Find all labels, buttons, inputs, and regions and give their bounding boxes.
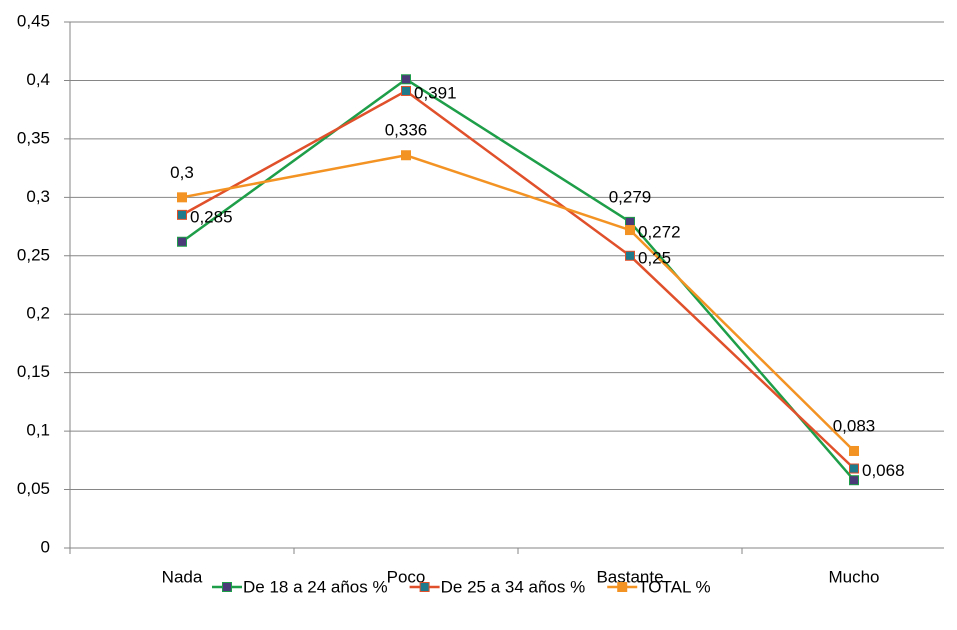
data-label: 0,272 xyxy=(638,223,681,242)
data-label: 0,391 xyxy=(414,83,457,102)
marker xyxy=(625,250,635,261)
data-label: 0,279 xyxy=(609,187,652,206)
x-tick-label: Mucho xyxy=(828,567,879,586)
y-tick-label: 0 xyxy=(41,537,50,556)
marker xyxy=(625,216,635,227)
y-tick-label: 0,4 xyxy=(26,70,50,89)
legend-marker xyxy=(419,582,430,592)
series-line xyxy=(181,77,855,482)
marker xyxy=(177,192,187,203)
legend-marker xyxy=(617,582,628,592)
marker xyxy=(401,150,411,161)
y-tick-label: 0,45 xyxy=(17,11,50,30)
marker xyxy=(401,74,411,85)
marker xyxy=(849,445,859,456)
marker xyxy=(177,236,187,247)
series-line xyxy=(181,153,855,452)
y-tick-label: 0,15 xyxy=(17,362,50,381)
marker xyxy=(849,463,859,474)
data-label: 0,068 xyxy=(862,461,905,480)
series-line xyxy=(181,89,855,470)
y-tick-label: 0,35 xyxy=(17,128,50,147)
marker xyxy=(849,475,859,486)
legend-label: TOTAL % xyxy=(638,577,710,596)
data-label: 0,285 xyxy=(190,207,233,226)
x-tick-label: Bastante xyxy=(596,567,663,586)
x-tick-label: Nada xyxy=(162,567,203,586)
y-tick-label: 0,2 xyxy=(26,304,50,323)
marker xyxy=(625,225,635,236)
y-tick-label: 0,25 xyxy=(17,245,50,264)
marker xyxy=(401,85,411,96)
data-label: 0,083 xyxy=(833,416,876,435)
legend-label: De 18 a 24 años % xyxy=(243,577,388,596)
legend-label: De 25 a 34 años % xyxy=(441,577,586,596)
y-tick-label: 0,3 xyxy=(26,187,50,206)
y-tick-label: 0,05 xyxy=(17,479,50,498)
x-tick-label: Poco xyxy=(387,567,426,586)
marker xyxy=(177,209,187,220)
legend-marker xyxy=(222,582,232,592)
data-label: 0,336 xyxy=(385,121,428,140)
y-tick-label: 0,1 xyxy=(26,421,50,440)
data-label: 0,25 xyxy=(638,248,671,267)
data-label: 0,3 xyxy=(170,163,194,182)
